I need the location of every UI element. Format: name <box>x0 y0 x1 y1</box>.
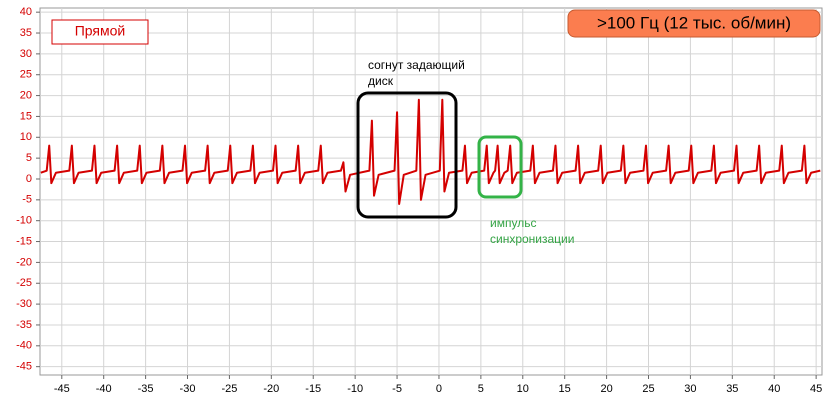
x-tick-label: -40 <box>96 383 112 395</box>
x-tick-label: -35 <box>138 383 154 395</box>
y-tick-label: 10 <box>20 131 32 143</box>
signal-line <box>40 98 821 206</box>
x-tick-label: 35 <box>726 383 738 395</box>
y-tick-label: 5 <box>26 152 32 164</box>
x-tick-label: 40 <box>768 383 780 395</box>
y-tick-label: -40 <box>16 340 32 352</box>
x-tick-label: -15 <box>305 383 321 395</box>
highlight-box <box>477 135 523 199</box>
plot-area <box>39 7 823 376</box>
y-tick-label: 15 <box>20 110 32 122</box>
y-tick-label: 35 <box>20 27 32 39</box>
y-tick-label: 25 <box>20 69 32 81</box>
channel-label: Прямой <box>75 23 126 39</box>
x-tick-label: 25 <box>642 383 654 395</box>
x-tick-label: 30 <box>684 383 696 395</box>
x-tick-label: 5 <box>478 383 484 395</box>
y-tick-label: 40 <box>20 6 32 18</box>
y-tick-label: -25 <box>16 277 32 289</box>
channel-box <box>51 19 149 45</box>
highlight-box <box>356 91 458 219</box>
x-tick-label: 20 <box>600 383 612 395</box>
x-tick-label: 10 <box>517 383 529 395</box>
y-tick-label: -15 <box>16 235 32 247</box>
badge-box <box>567 9 821 38</box>
y-tick-label: 30 <box>20 48 32 60</box>
x-tick-label: -25 <box>221 383 237 395</box>
y-tick-label: 20 <box>20 89 32 101</box>
y-tick-label: -5 <box>22 194 32 206</box>
y-tick-label: -30 <box>16 298 32 310</box>
x-tick-label: -20 <box>263 383 279 395</box>
x-tick-label: -30 <box>180 383 196 395</box>
annotation: согнут задающий диск <box>368 58 465 88</box>
y-tick-label: -20 <box>16 256 32 268</box>
badge: >100 Гц (12 тыс. об/мин) <box>597 13 791 32</box>
x-tick-label: -5 <box>392 383 402 395</box>
x-tick-label: -45 <box>54 383 70 395</box>
annotation: импульс синхронизации <box>490 216 575 246</box>
y-tick-label: -45 <box>16 361 32 373</box>
x-tick-label: 45 <box>810 383 822 395</box>
y-tick-label: -10 <box>16 215 32 227</box>
x-tick-label: -10 <box>347 383 363 395</box>
y-tick-label: -35 <box>16 319 32 331</box>
y-tick-label: 0 <box>26 173 32 185</box>
x-tick-label: 0 <box>436 383 442 395</box>
x-tick-label: 15 <box>559 383 571 395</box>
